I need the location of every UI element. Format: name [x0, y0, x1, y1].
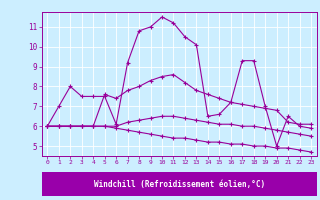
Text: Windchill (Refroidissement éolien,°C): Windchill (Refroidissement éolien,°C) — [94, 180, 265, 188]
